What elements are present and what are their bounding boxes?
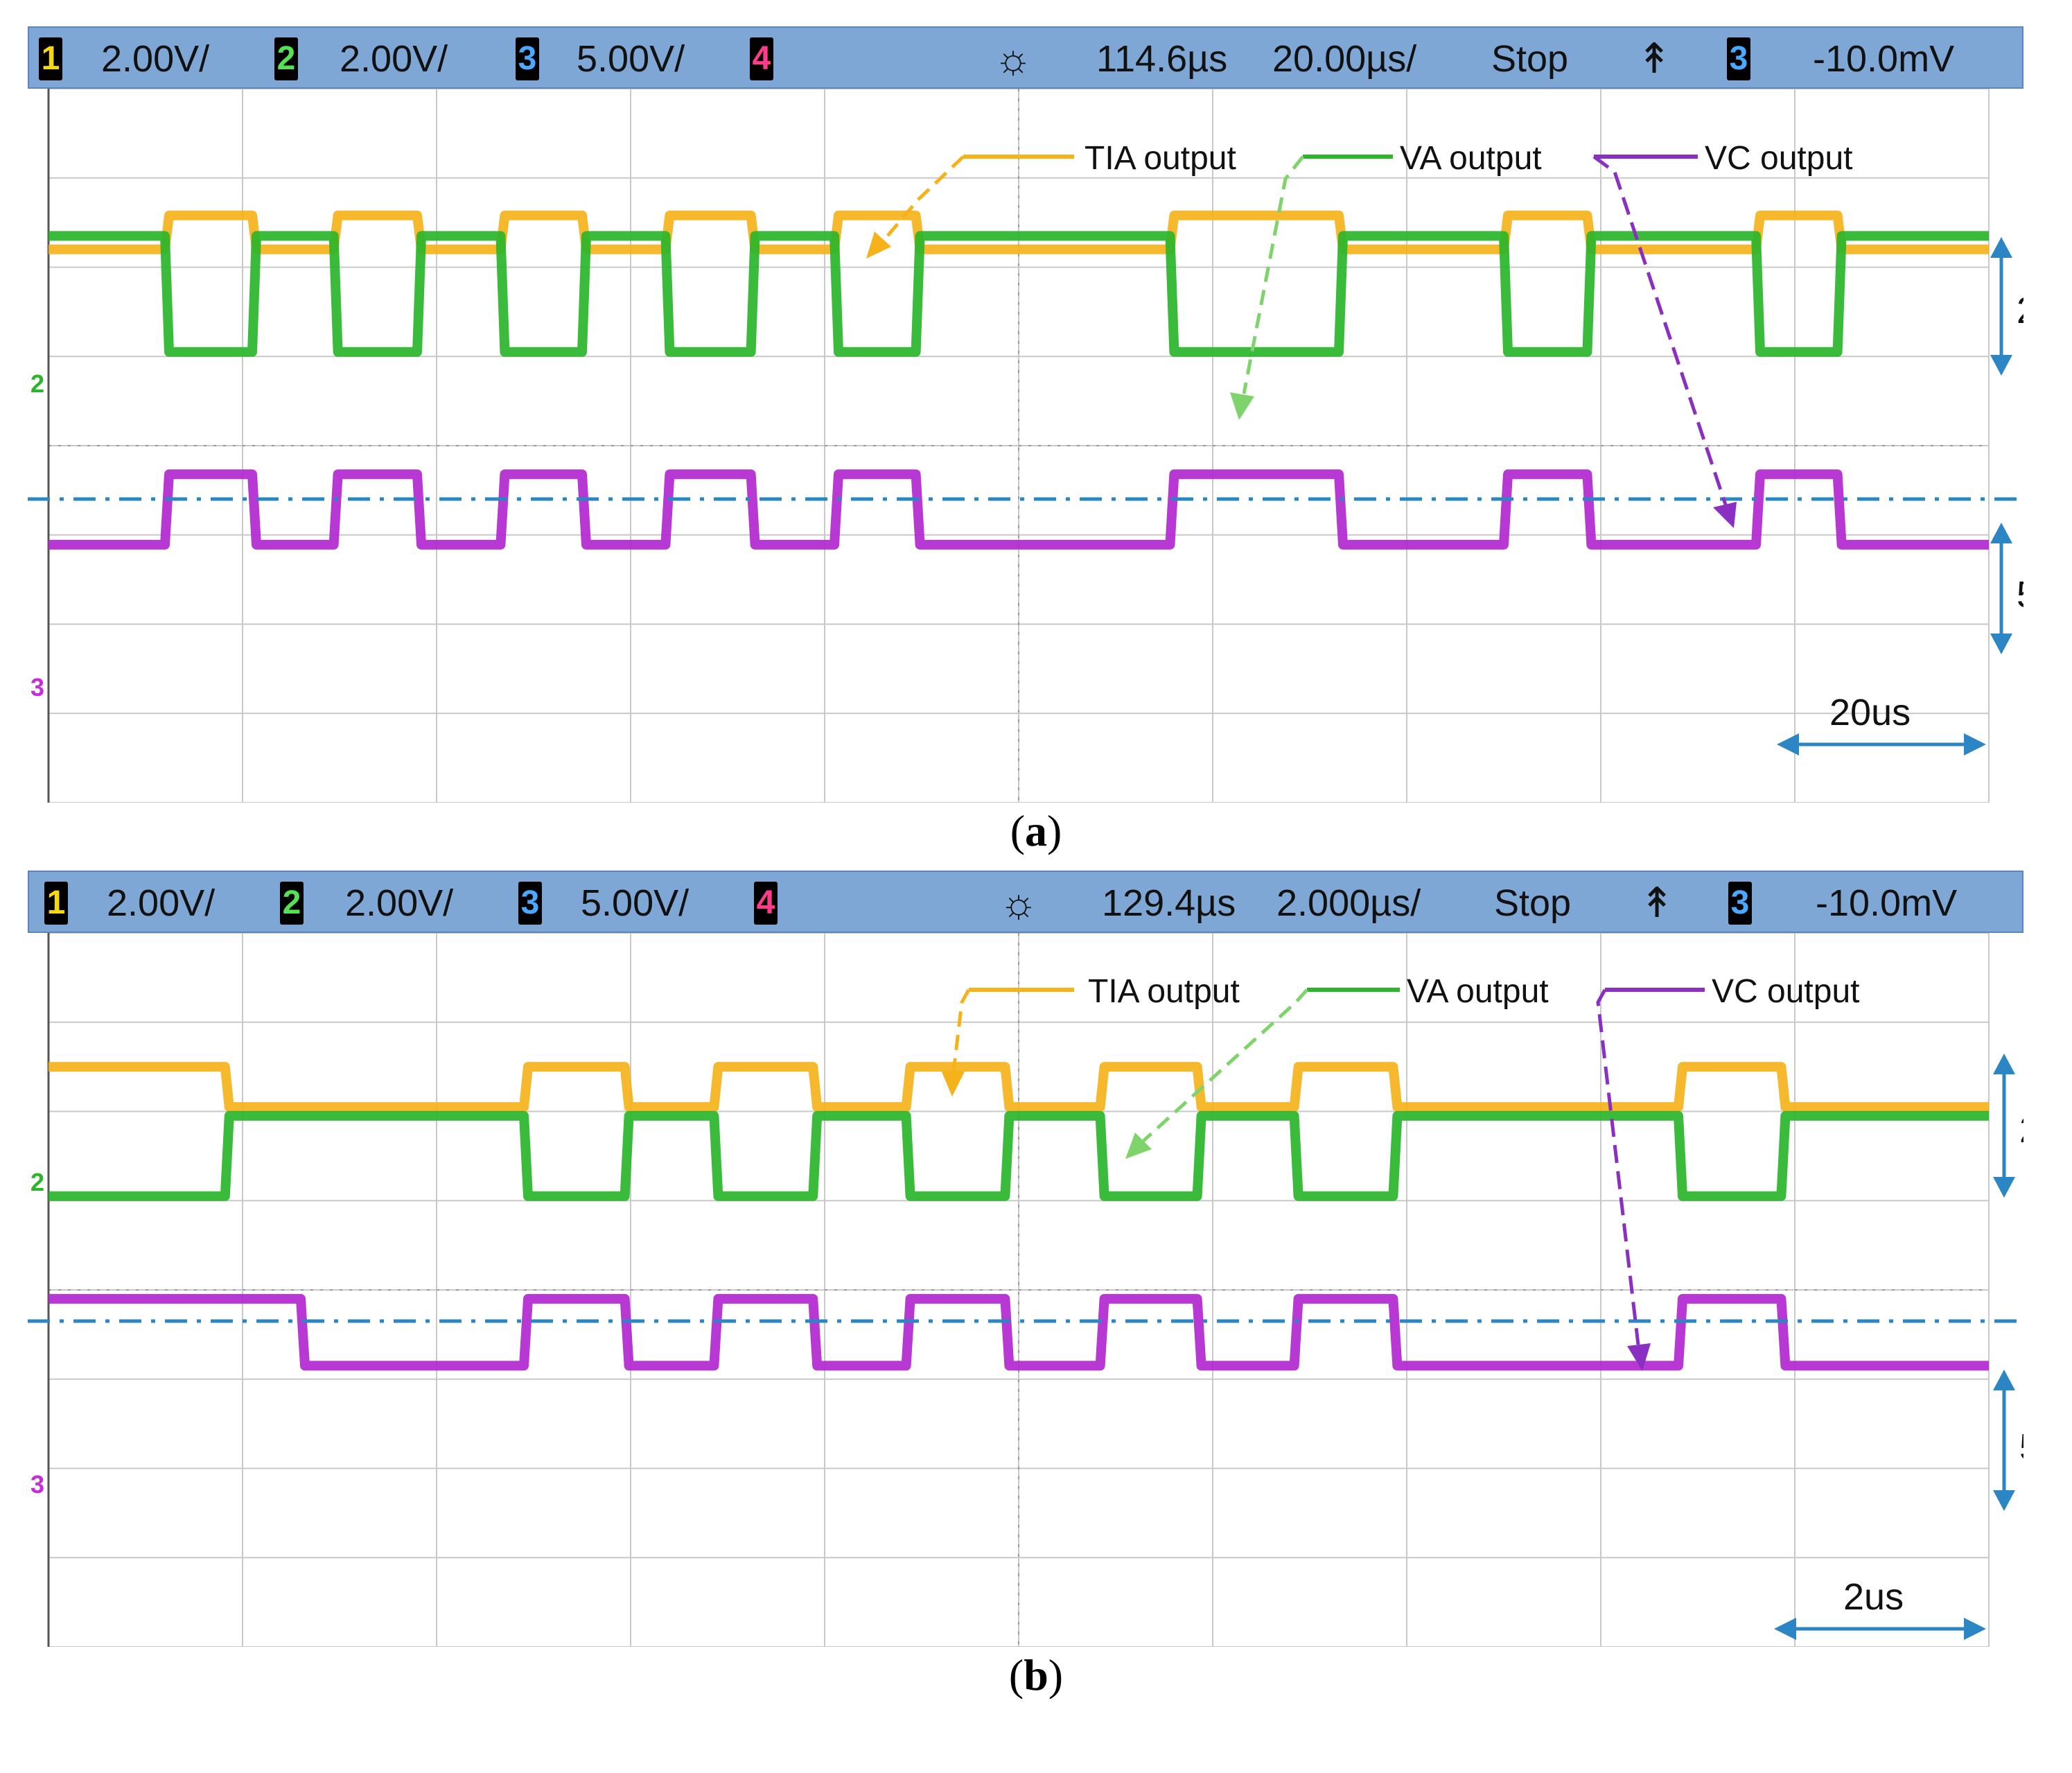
tia-callout-arrow [951, 988, 971, 1072]
rising-edge-icon[interactable]: ↟ [1640, 880, 1675, 926]
ch4-badge[interactable]: 4 [750, 37, 773, 80]
caption-letter: b [1024, 1650, 1048, 1700]
delay-readout: 114.6µs [1096, 38, 1228, 80]
caption-letter: a [1025, 806, 1047, 855]
scale-label-2v: 2V [2017, 290, 2023, 331]
scope-panel-b: 1 2.00V/ 2 2.00V/ 3 5.00V/ 4 ☼ 129.4µs 2… [28, 871, 2023, 1647]
run-state[interactable]: Stop [1494, 882, 1572, 924]
va-callout-arrow [1142, 988, 1308, 1142]
caption-b: (b) [0, 1650, 2072, 1701]
grid [47, 89, 1990, 803]
trigger-level: -10.0mV [1813, 38, 1955, 80]
caption-paren: ( [1010, 806, 1025, 855]
vc-callout-arrow [1596, 988, 1640, 1345]
legend-tia-label: TIA output [1088, 973, 1240, 1010]
grid [47, 933, 1990, 1647]
legend: TIA output VA output VC output [969, 973, 1859, 1010]
vc-callout-arrowhead [1627, 1343, 1651, 1371]
legend-vc-label: VC output [1705, 140, 1852, 177]
scope-status-bar: 1 2.00V/ 2 2.00V/ 3 5.00V/ 4 ☼ 129.4µs 2… [28, 871, 2023, 933]
ch1-badge[interactable]: 1 [44, 882, 68, 925]
ch2-ground-marker: 2 [30, 1168, 44, 1196]
run-state[interactable]: Stop [1491, 38, 1569, 80]
vc-callout-arrowhead [1713, 502, 1737, 528]
trigger-source-badge[interactable]: 3 [1727, 37, 1750, 80]
ch2-ground-marker: 2 [30, 369, 44, 398]
vertical-scale-5v [1990, 523, 2012, 654]
ch3-ground-marker: 3 [30, 1470, 44, 1499]
ch3-scale: 5.00V/ [577, 38, 685, 80]
ch3-scale: 5.00V/ [581, 882, 690, 924]
traces [49, 1062, 1989, 1371]
timebase-readout: 20.00µs/ [1272, 38, 1417, 80]
vertical-scale-5v [1993, 1370, 2015, 1511]
vc-trace [49, 469, 1989, 550]
ch3-badge[interactable]: 3 [518, 882, 542, 925]
time-scale-arrow [1777, 733, 1986, 756]
time-scale-arrow [1774, 1618, 1986, 1640]
scope-status-bar: 1 2.00V/ 2 2.00V/ 3 5.00V/ 4 ☼ 114.6µs 2… [28, 26, 2023, 89]
legend-vc-label: VC output [1712, 973, 1859, 1010]
vc-callout-arrow [1592, 155, 1728, 505]
caption-paren: ( [1008, 1650, 1024, 1700]
va-callout-arrowhead [1230, 392, 1254, 420]
scale-label-5v: 5V [2017, 574, 2023, 615]
tia-trace [49, 1062, 1989, 1112]
ch4-badge[interactable]: 4 [754, 882, 778, 925]
ch2-scale: 2.00V/ [340, 38, 448, 80]
caption-paren: ) [1047, 806, 1062, 855]
trigger-source-badge[interactable]: 3 [1728, 882, 1752, 925]
scale-label-5v: 5V [2019, 1426, 2023, 1468]
sun-icon[interactable]: ☼ [999, 880, 1038, 926]
va-callout-arrowhead [1125, 1133, 1152, 1159]
caption-paren: ) [1048, 1650, 1064, 1700]
legend-tia-label: TIA output [1085, 140, 1236, 177]
tia-callout-arrowhead [866, 232, 891, 259]
legend: TIA output VA output VC output [963, 140, 1852, 177]
time-scale-label: 20us [1829, 692, 1911, 733]
ch1-badge[interactable]: 1 [39, 37, 62, 80]
timebase-readout: 2.000µs/ [1276, 882, 1421, 924]
ch1-scale: 2.00V/ [107, 882, 216, 924]
waveform-plot-b: TIA output VA output VC output 2 3 2V 5V [28, 933, 2023, 1647]
trigger-level: -10.0mV [1816, 882, 1958, 924]
vertical-scale-2v [1990, 237, 2012, 376]
scope-panel-a: 1 2.00V/ 2 2.00V/ 3 5.00V/ 4 ☼ 114.6µs 2… [28, 26, 2023, 803]
time-scale-label: 2us [1843, 1576, 1904, 1618]
ch2-scale: 2.00V/ [345, 882, 454, 924]
legend-va-label: VA output [1407, 973, 1549, 1010]
va-trace [49, 231, 1989, 357]
vc-trace [49, 1293, 1989, 1371]
scale-label-2v: 2V [2019, 1109, 2023, 1151]
legend-va-label: VA output [1400, 140, 1542, 177]
caption-a: (a) [0, 805, 2072, 857]
traces [49, 210, 1989, 550]
tia-callout-arrow [879, 155, 965, 246]
ch3-ground-marker: 3 [30, 673, 44, 701]
ch3-badge[interactable]: 3 [516, 37, 539, 80]
ch2-badge[interactable]: 2 [280, 882, 304, 925]
ch1-scale: 2.00V/ [101, 38, 210, 80]
rising-edge-icon[interactable]: ↟ [1637, 35, 1672, 82]
va-callout-arrow [1242, 155, 1304, 394]
waveform-plot-a: TIA output VA output VC output 2 3 2V 5V [28, 89, 2023, 803]
sun-icon[interactable]: ☼ [994, 35, 1033, 82]
ch2-badge[interactable]: 2 [274, 37, 298, 80]
vertical-scale-2v [1993, 1054, 2015, 1198]
va-trace [49, 1110, 1989, 1201]
tia-callout-arrowhead [941, 1070, 965, 1097]
delay-readout: 129.4µs [1102, 882, 1236, 924]
